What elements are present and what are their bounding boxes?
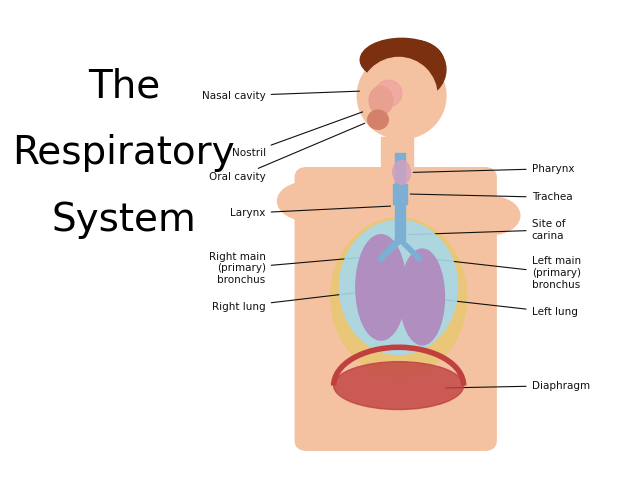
Ellipse shape: [360, 38, 443, 81]
Ellipse shape: [393, 160, 410, 184]
Ellipse shape: [360, 57, 437, 134]
Text: Left lung: Left lung: [443, 300, 577, 317]
Ellipse shape: [357, 53, 446, 139]
FancyBboxPatch shape: [295, 168, 496, 450]
Text: Pharynx: Pharynx: [413, 164, 574, 173]
Text: Right main
(primary)
bronchus: Right main (primary) bronchus: [209, 251, 372, 285]
Ellipse shape: [367, 110, 389, 129]
Text: Nasal cavity: Nasal cavity: [202, 91, 360, 101]
Text: Right lung: Right lung: [212, 293, 357, 311]
FancyBboxPatch shape: [393, 184, 407, 204]
Ellipse shape: [375, 80, 402, 107]
Text: Left main
(primary)
bronchus: Left main (primary) bronchus: [423, 256, 581, 290]
Ellipse shape: [334, 362, 464, 410]
FancyBboxPatch shape: [394, 153, 405, 240]
Text: Larynx: Larynx: [230, 206, 390, 218]
Text: The: The: [88, 67, 160, 105]
Ellipse shape: [369, 86, 393, 115]
Text: System: System: [52, 201, 197, 240]
Text: Trachea: Trachea: [410, 193, 572, 202]
Text: Respiratory: Respiratory: [13, 134, 235, 172]
Ellipse shape: [330, 218, 466, 376]
Ellipse shape: [400, 249, 445, 345]
Text: Nostril: Nostril: [232, 111, 365, 158]
Ellipse shape: [387, 41, 446, 98]
Text: Diaphragm: Diaphragm: [446, 381, 590, 390]
FancyBboxPatch shape: [381, 137, 413, 180]
Ellipse shape: [461, 196, 520, 235]
Ellipse shape: [339, 220, 457, 354]
Ellipse shape: [356, 235, 406, 340]
Text: Oral cavity: Oral cavity: [209, 123, 365, 182]
Text: Site of
carina: Site of carina: [408, 219, 565, 241]
Ellipse shape: [278, 182, 337, 220]
